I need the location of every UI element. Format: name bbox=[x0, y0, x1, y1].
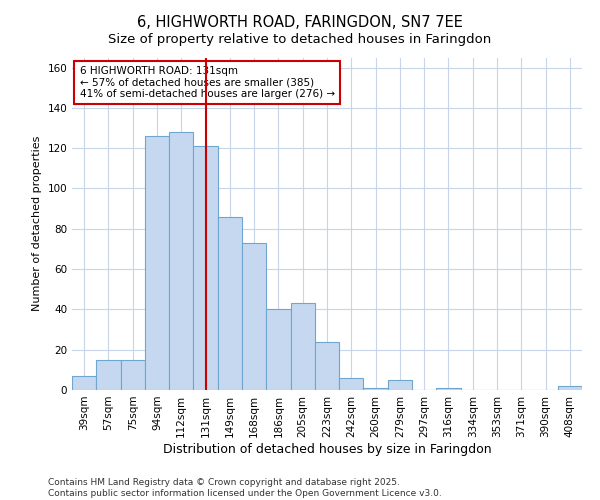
Bar bbox=[339, 378, 364, 390]
Bar bbox=[72, 376, 96, 390]
Text: Size of property relative to detached houses in Faringdon: Size of property relative to detached ho… bbox=[109, 32, 491, 46]
Bar bbox=[121, 360, 145, 390]
Bar bbox=[266, 310, 290, 390]
Bar bbox=[193, 146, 218, 390]
Text: 6, HIGHWORTH ROAD, FARINGDON, SN7 7EE: 6, HIGHWORTH ROAD, FARINGDON, SN7 7EE bbox=[137, 15, 463, 30]
Text: Contains HM Land Registry data © Crown copyright and database right 2025.
Contai: Contains HM Land Registry data © Crown c… bbox=[48, 478, 442, 498]
Bar bbox=[169, 132, 193, 390]
Bar bbox=[96, 360, 121, 390]
Y-axis label: Number of detached properties: Number of detached properties bbox=[32, 136, 42, 312]
Bar bbox=[388, 380, 412, 390]
Bar bbox=[290, 304, 315, 390]
Bar bbox=[218, 216, 242, 390]
Bar bbox=[364, 388, 388, 390]
Bar bbox=[315, 342, 339, 390]
X-axis label: Distribution of detached houses by size in Faringdon: Distribution of detached houses by size … bbox=[163, 442, 491, 456]
Text: 6 HIGHWORTH ROAD: 131sqm
← 57% of detached houses are smaller (385)
41% of semi-: 6 HIGHWORTH ROAD: 131sqm ← 57% of detach… bbox=[80, 66, 335, 99]
Bar bbox=[558, 386, 582, 390]
Bar bbox=[145, 136, 169, 390]
Bar bbox=[242, 243, 266, 390]
Bar bbox=[436, 388, 461, 390]
